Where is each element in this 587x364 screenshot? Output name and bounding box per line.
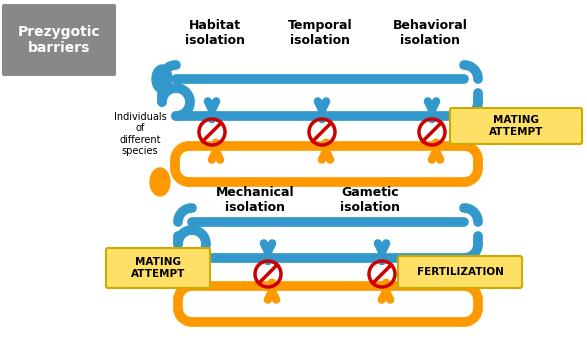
Text: MATING
ATTEMPT: MATING ATTEMPT	[131, 257, 185, 279]
Text: Gametic
isolation: Gametic isolation	[340, 186, 400, 214]
Text: Habitat
isolation: Habitat isolation	[185, 19, 245, 47]
Text: Individuals
of
different
species: Individuals of different species	[114, 112, 166, 157]
Text: MATING
ATTEMPT: MATING ATTEMPT	[489, 115, 543, 137]
FancyBboxPatch shape	[106, 248, 210, 288]
Text: Prezygotic
barriers: Prezygotic barriers	[18, 25, 100, 55]
Text: FERTILIZATION: FERTILIZATION	[417, 267, 504, 277]
Ellipse shape	[152, 65, 172, 93]
Text: Temporal
isolation: Temporal isolation	[288, 19, 352, 47]
Text: Behavioral
isolation: Behavioral isolation	[393, 19, 467, 47]
Ellipse shape	[150, 168, 170, 196]
FancyBboxPatch shape	[2, 4, 116, 76]
FancyBboxPatch shape	[398, 256, 522, 288]
Text: Mechanical
isolation: Mechanical isolation	[215, 186, 294, 214]
FancyBboxPatch shape	[450, 108, 582, 144]
